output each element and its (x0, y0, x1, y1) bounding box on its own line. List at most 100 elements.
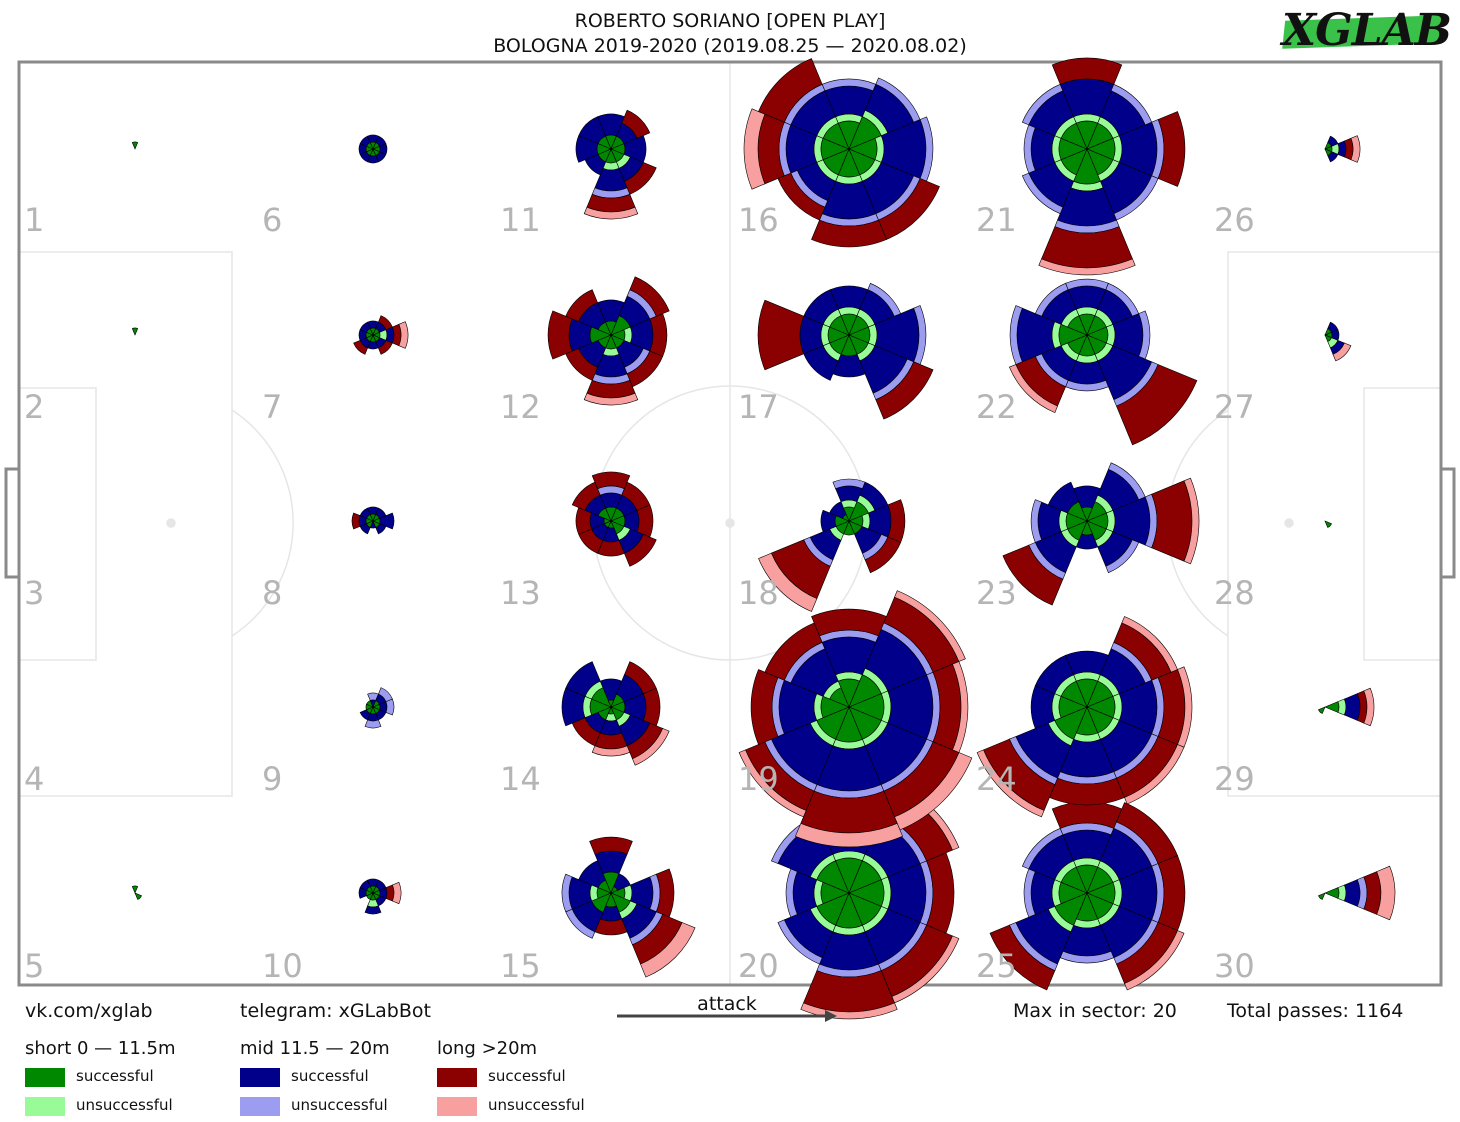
wedge-z25-left-long_successful (1051, 57, 1123, 85)
telegram-link[interactable]: telegram: xGLabBot (240, 1000, 431, 1022)
right-goal (1439, 467, 1456, 579)
legend-long-successful-label: successful (488, 1067, 566, 1085)
rose-zone-4 (131, 327, 139, 336)
zone-label-21: 21 (976, 201, 1017, 239)
zone-label-6: 6 (262, 201, 282, 239)
wedge-z8-forward-left-mid_successful (375, 507, 387, 519)
vk-link[interactable]: vk.com/xglab (25, 1000, 153, 1022)
left-penalty-area (18, 251, 233, 797)
zone-label-25: 25 (976, 947, 1017, 985)
zone-label-23: 23 (976, 574, 1017, 612)
zone-label-26: 26 (1214, 201, 1255, 239)
rose-zone-7 (359, 687, 395, 729)
rose-zone-29 (1324, 321, 1352, 362)
rose-zone-24 (1009, 278, 1198, 446)
wedge-z22-forward-right-long_unsuccessful (1124, 744, 1185, 805)
wedge-z9-forward-left-long_successful (378, 315, 393, 330)
rose-zone-10 (358, 134, 388, 164)
legend-mid-unsuccessful-label: unsuccessful (291, 1096, 388, 1114)
legend-mid-successful-label: successful (291, 1067, 369, 1085)
zone-label-22: 22 (976, 388, 1017, 426)
wedge-z6-forward-long_successful (385, 884, 395, 902)
wedge-z19-back-long_successful (757, 299, 805, 371)
zone-label-1: 1 (24, 201, 44, 239)
legend-short-successful-swatch (25, 1068, 65, 1087)
chart-subtitle: BOLOGNA 2019-2020 (2019.08.25 — 2020.08.… (493, 35, 967, 57)
wedge-z21-forward-left-long_successful (1116, 802, 1178, 864)
legend-mid-title: mid 11.5 — 20m (240, 1038, 390, 1059)
zone-label-20: 20 (738, 947, 779, 985)
rose-zone-15 (575, 109, 657, 220)
wedge-z23-forward-long_unsuccessful (1183, 477, 1200, 565)
wedge-z6-forward-long_unsuccessful (392, 881, 402, 905)
wedge-z15-forward-left-long_successful (621, 109, 651, 139)
wedge-z29-forward-right-long_unsuccessful (1332, 342, 1352, 362)
left-penalty-arc (231, 409, 294, 637)
max-in-sector: Max in sector: 20 (1013, 1000, 1177, 1022)
wedge-z22-back-right-long_unsuccessful (976, 749, 1045, 818)
wedge-z25-right-long_unsuccessful (1038, 258, 1136, 276)
zone-label-9: 9 (262, 760, 282, 798)
zone-label-16: 16 (738, 201, 779, 239)
wedge-z21-forward-right-long_unsuccessful (1124, 930, 1185, 991)
rose-zone-9 (353, 315, 409, 355)
center-spot (725, 518, 735, 528)
wedge-z15-right-long_unsuccessful (583, 206, 639, 220)
zone-label-18: 18 (738, 574, 779, 612)
wedge-z14-back-long_successful (547, 310, 573, 360)
wedge-z26-forward-short_successful (1324, 887, 1340, 899)
rose-zone-19 (757, 282, 934, 420)
wedge-z21-back-right-long_successful (989, 924, 1056, 991)
wedge-z17-right-long_unsuccessful (795, 823, 903, 848)
xglab-logo: XGLAB (1282, 4, 1452, 58)
wedge-z22-forward-left-long_unsuccessful (1121, 616, 1178, 673)
zone-label-15: 15 (500, 947, 541, 985)
legend-short-title: short 0 — 11.5m (25, 1038, 176, 1059)
chart-title: ROBERTO SORIANO [OPEN PLAY] (574, 10, 886, 32)
rose-zone-17 (738, 590, 973, 848)
wedge-z26-forward-long_unsuccessful (1376, 865, 1396, 921)
wedge-z9-forward-long_unsuccessful (398, 321, 409, 349)
wedge-z17-back-long_successful (750, 669, 779, 745)
rose-zone-21 (989, 801, 1186, 991)
wedge-z6-forward-left-mid_successful (375, 879, 387, 891)
rose-zone-12 (561, 661, 670, 766)
wedge-z16-back-right-mid_unsuccessful (777, 919, 823, 965)
zone-label-27: 27 (1214, 388, 1255, 426)
rose-zone-8 (351, 506, 395, 535)
right-penalty-spot (1284, 518, 1294, 528)
rose-zone-6 (358, 878, 402, 915)
rose-zone-5 (131, 141, 139, 150)
rose-zone-26 (1318, 865, 1396, 921)
zone-label-17: 17 (738, 388, 779, 426)
legend-long-unsuccessful-swatch (437, 1097, 477, 1116)
legend-mid-unsuccessful-swatch (240, 1097, 280, 1116)
wedge-z29-forward-left-mid_successful (1327, 321, 1339, 333)
zone-label-19: 19 (738, 760, 779, 798)
total-passes: Total passes: 1164 (1227, 1000, 1404, 1022)
wedge-z18-forward-left-mid_successful (859, 481, 889, 511)
rose-zone-18 (758, 478, 906, 612)
legend-short-successful-label: successful (76, 1067, 154, 1085)
wedge-z26-back-right-short_successful (1318, 892, 1326, 900)
wedge-z12-back-left-mid_successful (565, 661, 601, 697)
rose-zone-13 (571, 471, 657, 567)
wedge-z25-forward-long_successful (1157, 111, 1186, 187)
wedge-z18-forward-right-long_successful (864, 536, 902, 574)
wedge-z7-right-mid_unsuccessful (364, 719, 382, 729)
legend-mid-successful-swatch (240, 1068, 280, 1087)
left-penalty-spot (166, 518, 176, 528)
wedge-z9-forward-right-long_successful (378, 340, 393, 355)
rose-zone-27 (1318, 687, 1375, 727)
attack-label: attack (697, 993, 757, 1015)
wedge-z7-forward-mid_unsuccessful (385, 698, 395, 716)
zone-label-3: 3 (24, 574, 44, 612)
zone-label-14: 14 (500, 760, 541, 798)
legend-long-unsuccessful-label: unsuccessful (488, 1096, 585, 1114)
wedge-z11-left-long_successful (589, 836, 633, 855)
zone-label-13: 13 (500, 574, 541, 612)
wedge-z7-forward-left-mid_unsuccessful (378, 687, 393, 702)
wedge-z26-forward-short_unsuccessful (1337, 884, 1347, 902)
wedge-z30-forward-right-mid_successful (1327, 151, 1339, 163)
wedge-z30-forward-left-mid_successful (1327, 135, 1339, 147)
